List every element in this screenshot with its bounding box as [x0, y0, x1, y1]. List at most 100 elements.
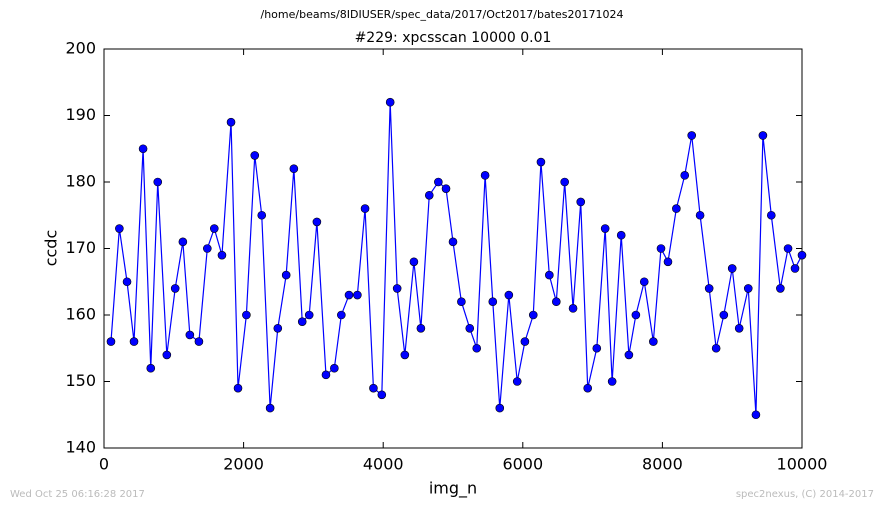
data-point	[504, 290, 514, 300]
x-tick-label: 2000	[223, 455, 264, 474]
data-point	[312, 217, 322, 227]
data-point	[185, 330, 195, 340]
data-point	[790, 264, 800, 273]
data-point	[656, 244, 666, 253]
data-point	[663, 257, 673, 267]
data-point	[536, 157, 546, 167]
data-point	[115, 224, 124, 233]
data-point	[153, 177, 163, 187]
data-point	[448, 237, 458, 247]
data-point	[170, 284, 180, 293]
header: /home/beams/8IDIUSER/spec_data/2017/Oct2…	[261, 8, 624, 21]
y-tick-label: 160	[65, 305, 96, 324]
data-point	[217, 250, 227, 260]
data-point	[146, 363, 156, 373]
data-point	[226, 117, 236, 127]
data-point	[520, 337, 530, 346]
data-point	[680, 171, 690, 180]
footer-right: spec2nexus, (C) 2014-2017	[736, 489, 874, 500]
data-point	[758, 131, 768, 140]
data-point	[242, 310, 251, 320]
chart-title: #229: xpcsscan 10000 0.01	[355, 30, 552, 46]
y-tick-label: 150	[65, 371, 96, 390]
data-point	[321, 370, 331, 380]
data-point	[624, 350, 634, 360]
data-line	[110, 102, 803, 415]
data-point	[560, 177, 569, 187]
data-point	[512, 377, 522, 386]
data-point	[337, 310, 346, 320]
data-point	[385, 97, 395, 107]
data-point	[273, 323, 283, 333]
y-axis-label: ccdc	[42, 230, 61, 267]
y-tick-label: 140	[65, 438, 96, 457]
data-point	[639, 277, 649, 287]
data-point	[495, 403, 505, 413]
data-point	[194, 337, 204, 346]
data-point	[743, 284, 753, 293]
x-tick-label: 8000	[642, 455, 683, 474]
data-point	[711, 343, 721, 353]
data-point	[600, 224, 610, 233]
y-tick-label: 200	[65, 39, 96, 58]
data-point	[281, 270, 291, 280]
data-point	[424, 191, 434, 200]
data-point	[289, 164, 299, 173]
data-point	[416, 323, 426, 333]
data-point	[265, 403, 275, 413]
data-point	[457, 297, 466, 307]
data-point	[353, 290, 362, 300]
x-tick-label: 0	[99, 455, 109, 474]
data-point	[465, 323, 475, 333]
data-point	[480, 171, 490, 180]
y-tick-label: 190	[65, 105, 96, 124]
data-point	[751, 410, 761, 420]
data-point	[344, 290, 354, 300]
data-point	[162, 350, 172, 360]
data-point	[583, 383, 593, 393]
data-point	[129, 337, 139, 346]
data-point	[377, 390, 387, 400]
data-point	[727, 264, 737, 273]
data-point	[704, 284, 714, 293]
data-point	[360, 204, 370, 213]
data-point	[472, 343, 482, 353]
data-point	[776, 284, 785, 293]
data-point	[441, 184, 451, 193]
data-point	[783, 244, 793, 253]
data-point	[797, 250, 807, 260]
data-point	[568, 304, 578, 313]
x-axis-label: img_n	[429, 479, 477, 499]
data-point	[616, 230, 626, 240]
data-point	[409, 257, 419, 267]
data-point	[766, 210, 776, 220]
y-tick-label: 170	[65, 238, 96, 257]
y-tick-label: 180	[65, 172, 96, 191]
x-tick-label: 10000	[777, 455, 828, 474]
data-point	[687, 131, 697, 140]
data-point	[122, 277, 132, 287]
data-point	[719, 310, 729, 320]
data-point	[330, 363, 339, 373]
data-point	[233, 383, 243, 393]
data-point	[203, 244, 212, 253]
x-tick-label: 6000	[502, 455, 543, 474]
data-point	[545, 270, 554, 280]
data-point	[488, 297, 498, 307]
data-point	[607, 377, 617, 386]
data-point	[649, 337, 658, 346]
data-point	[592, 343, 602, 353]
data-point	[400, 350, 410, 360]
data-point	[178, 237, 188, 247]
data-point	[138, 144, 148, 154]
footer-left: Wed Oct 25 06:16:28 2017	[10, 489, 145, 500]
data-point	[304, 310, 314, 320]
data-point	[695, 210, 705, 220]
data-point	[552, 297, 561, 307]
data-point	[392, 284, 402, 293]
data-point	[106, 337, 116, 346]
data-point	[672, 204, 681, 213]
data-point	[528, 310, 538, 320]
